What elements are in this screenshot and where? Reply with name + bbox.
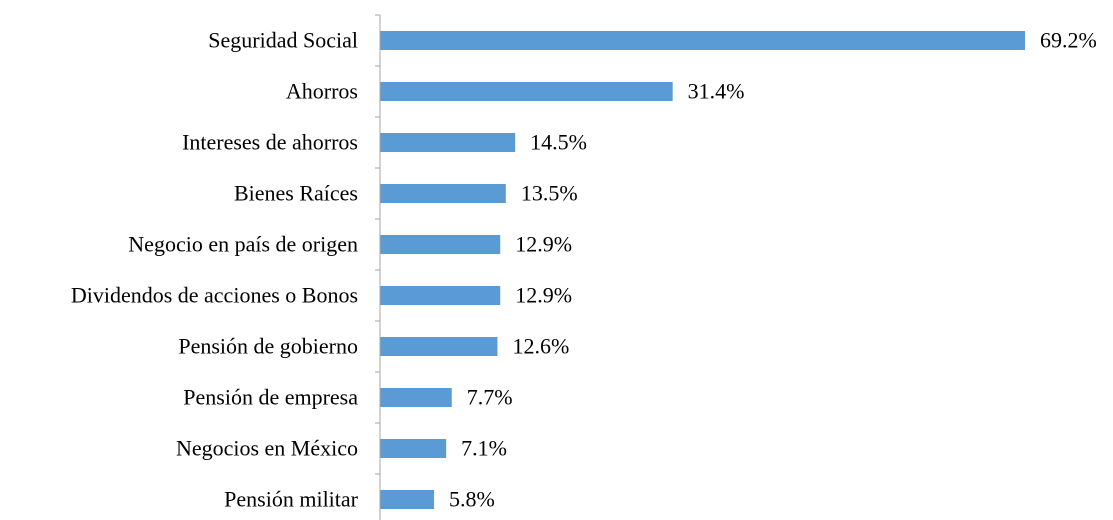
category-label: Seguridad Social — [208, 28, 358, 53]
value-label: 12.9% — [515, 232, 572, 257]
value-label: 69.2% — [1040, 28, 1097, 53]
value-label: 5.8% — [449, 487, 495, 512]
category-label: Pensión de empresa — [183, 385, 358, 410]
value-label: 12.9% — [515, 283, 572, 308]
category-label: Intereses de ahorros — [182, 130, 358, 155]
value-label: 14.5% — [530, 130, 587, 155]
category-label: Pensión de gobierno — [178, 334, 358, 359]
value-label: 7.7% — [467, 385, 513, 410]
category-label: Dividendos de acciones o Bonos — [71, 283, 358, 308]
bar — [380, 82, 673, 101]
bar — [380, 490, 435, 509]
bar — [380, 337, 498, 356]
category-label: Ahorros — [286, 79, 358, 104]
category-label: Negocios en México — [176, 436, 358, 461]
category-labels: Seguridad Social Ahorros Intereses de ahor… — [71, 28, 359, 512]
value-label: 31.4% — [688, 79, 745, 104]
bar — [380, 184, 506, 203]
category-axis — [375, 14, 381, 520]
value-labels: 69.2% 31.4% 14.5% 13.5% 12.9% 12.9% 12.6% 7.7% 7… — [449, 28, 1097, 512]
bar — [380, 388, 452, 407]
bar — [380, 286, 501, 305]
value-label: 7.1% — [461, 436, 507, 461]
category-label: Negocio en país de origen — [128, 232, 358, 257]
value-label: 13.5% — [521, 181, 578, 206]
value-label: 12.6% — [512, 334, 569, 359]
bar — [380, 235, 501, 254]
category-label: Pensión militar — [224, 487, 359, 512]
bar — [380, 439, 447, 458]
bars-layer — [380, 31, 1025, 509]
bar — [380, 31, 1025, 50]
bar — [380, 133, 516, 152]
category-label: Bienes Raíces — [234, 181, 358, 206]
